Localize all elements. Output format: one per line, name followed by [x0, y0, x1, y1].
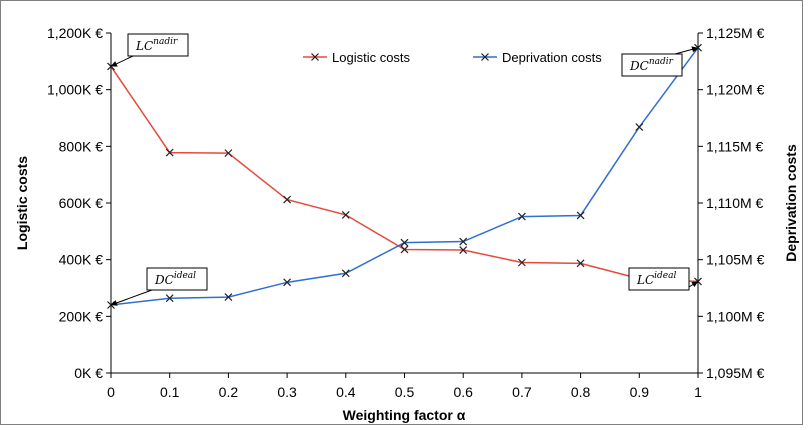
x-tick-label: 0.4 — [336, 384, 356, 400]
series-left-point — [517, 258, 526, 267]
y-tick-label-left: 1,200K € — [47, 25, 103, 41]
y-tick-label-right: 1,115M € — [706, 138, 764, 154]
annotation-arrowhead — [111, 61, 118, 67]
series-right-point — [400, 238, 409, 247]
series-right-point — [517, 212, 526, 221]
series-left-point — [400, 245, 409, 254]
x-tick-label: 0.3 — [277, 384, 297, 400]
annotations: LCnadir DCideal DCnadir LCideal — [110, 33, 699, 306]
series-left-point — [459, 246, 468, 254]
legend-marker — [481, 53, 489, 61]
y-tick-label-left: 1,000K € — [47, 82, 103, 98]
annotation-box — [628, 267, 690, 291]
annotation-label: DCnadir — [629, 57, 674, 73]
y-tick-label-right: 1,120M € — [706, 82, 765, 98]
y-tick-label-left: 400K € — [59, 252, 104, 268]
y-axis-title-right: Deprivation costs — [783, 144, 799, 262]
series-right-line — [110, 47, 699, 306]
marker-stroke — [400, 245, 409, 254]
series-right-point — [224, 293, 233, 301]
x-tick-label: 0 — [107, 384, 115, 400]
y-tick-label-right: 1,100M € — [706, 308, 765, 324]
x-tick-label: 1 — [694, 384, 702, 400]
marker-stroke — [311, 53, 319, 61]
axes: 0K € 200K € 400K € 600K € 800K € 1,000K € 1,20… — [47, 25, 765, 400]
series-right-point — [635, 123, 644, 131]
annotation-box — [146, 267, 208, 291]
y-tick-label-right: 1,105M € — [706, 252, 765, 268]
marker-stroke — [576, 211, 585, 220]
legend-label: Deprivation costs — [502, 50, 602, 65]
series-right-point — [165, 294, 174, 303]
marker-stroke — [459, 237, 468, 246]
x-axis-title: Weighting factor α — [343, 407, 466, 423]
x-tick-label: 0.5 — [395, 384, 415, 400]
annotation-arrowhead — [691, 281, 698, 288]
marker-stroke — [165, 294, 174, 303]
marker-stroke — [283, 278, 292, 287]
series-left-point — [576, 259, 585, 268]
marker-stroke — [224, 293, 233, 301]
legend: Logistic costs Deprivation costs — [303, 50, 602, 65]
annotation: DCideal — [110, 267, 208, 306]
series-left-point — [165, 148, 174, 157]
marker-stroke — [459, 246, 468, 254]
y-axis-title-left: Logistic costs — [14, 156, 30, 250]
x-tick-label: 0.7 — [512, 384, 532, 400]
annotation: LCideal — [628, 267, 699, 291]
marker-stroke — [517, 258, 526, 267]
marker-stroke — [341, 269, 350, 278]
legend-label: Logistic costs — [332, 50, 411, 65]
y-tick-label-right: 1,110M € — [706, 195, 764, 211]
annotation-box — [621, 53, 683, 77]
annotation-arrowhead — [111, 300, 118, 306]
x-tick-label: 0.9 — [630, 384, 650, 400]
y-tick-label-right: 1,095M € — [706, 365, 765, 381]
marker-stroke — [481, 53, 489, 61]
y-tick-label-left: 800K € — [59, 138, 104, 154]
annotation-label: LCnadir — [135, 37, 178, 53]
y-tick-label-left: 200K € — [59, 308, 104, 324]
annotation-leader — [110, 289, 153, 306]
y-tick-label-left: 0K € — [74, 365, 103, 381]
y-tick-label-right: 1,125M € — [706, 25, 765, 41]
x-tick-label: 0.6 — [453, 384, 473, 400]
x-tick-label: 0.8 — [571, 384, 591, 400]
annotation-label: DCideal — [154, 271, 196, 287]
annotation: DCnadir — [621, 46, 699, 77]
series-lines — [107, 43, 702, 309]
marker-stroke — [400, 238, 409, 247]
marker-stroke — [576, 259, 585, 268]
annotation-label: LCideal — [636, 271, 676, 287]
annotation-box — [127, 33, 189, 57]
marker-stroke — [224, 149, 233, 158]
marker-stroke — [517, 212, 526, 221]
marker-stroke — [165, 148, 174, 157]
marker-stroke — [635, 123, 644, 131]
series-left-point — [224, 149, 233, 158]
series-right-point — [576, 211, 585, 220]
annotation: LCnadir — [110, 33, 189, 67]
series-left-point — [341, 210, 350, 219]
series-right-point — [459, 237, 468, 246]
marker-stroke — [283, 195, 292, 204]
x-tick-label: 0.2 — [219, 384, 239, 400]
series-right-point — [341, 269, 350, 278]
y-tick-label-left: 600K € — [59, 195, 104, 211]
series-right-point — [283, 278, 292, 287]
annotation-arrowhead — [691, 46, 698, 53]
legend-marker — [311, 53, 319, 61]
marker-stroke — [341, 210, 350, 219]
series-left-point — [283, 195, 292, 204]
x-tick-label: 0.1 — [160, 384, 180, 400]
